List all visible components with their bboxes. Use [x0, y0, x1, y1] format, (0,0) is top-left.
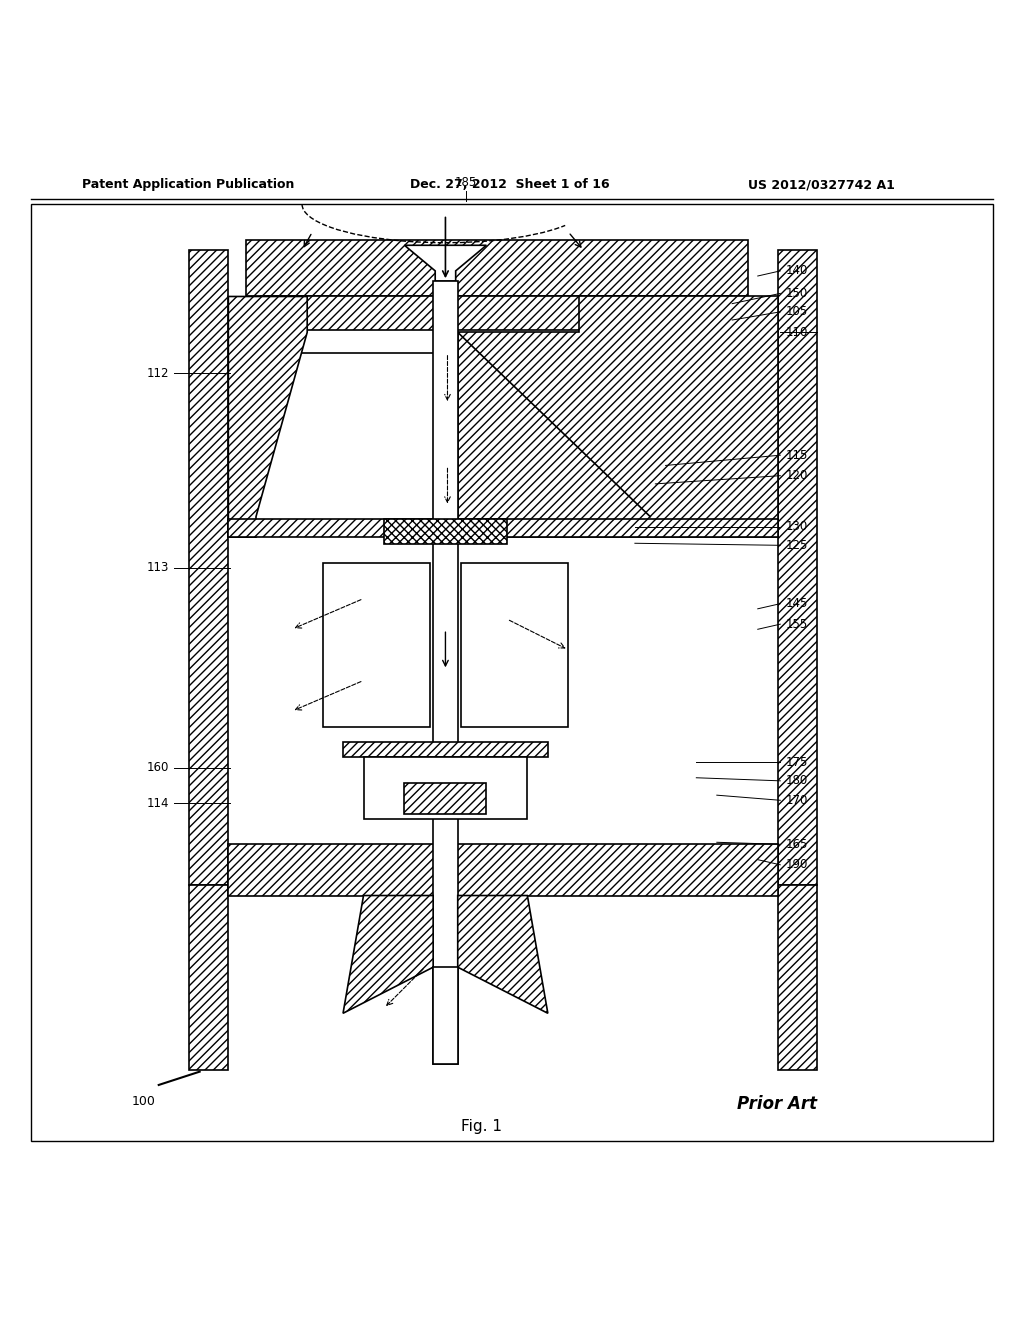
Text: 100: 100	[131, 1096, 156, 1109]
Text: Prior Art: Prior Art	[737, 1096, 817, 1113]
Bar	[228, 519, 433, 537]
Text: 140: 140	[785, 264, 808, 277]
Bar	[246, 240, 748, 297]
Text: 113: 113	[146, 561, 169, 574]
Bar	[461, 562, 568, 726]
Text: 130: 130	[785, 520, 808, 533]
Bar	[433, 968, 458, 1064]
Polygon shape	[343, 895, 433, 1014]
Bar	[189, 251, 228, 886]
Text: 185: 185	[455, 176, 477, 189]
Polygon shape	[458, 895, 548, 1014]
Text: 170: 170	[785, 793, 808, 807]
Polygon shape	[404, 246, 486, 281]
Text: 120: 120	[785, 469, 808, 482]
Text: 105: 105	[785, 305, 808, 318]
Text: Fig. 1: Fig. 1	[461, 1119, 502, 1134]
Text: Dec. 27, 2012  Sheet 1 of 16: Dec. 27, 2012 Sheet 1 of 16	[410, 178, 609, 191]
Text: Patent Application Publication: Patent Application Publication	[82, 178, 294, 191]
Bar	[323, 562, 430, 726]
Bar	[458, 519, 778, 537]
Bar	[364, 758, 527, 818]
Bar	[404, 783, 486, 813]
Text: 165: 165	[785, 838, 808, 851]
Bar	[778, 251, 817, 886]
Text: 145: 145	[785, 597, 808, 610]
Text: 175: 175	[785, 756, 808, 768]
Text: 190: 190	[785, 858, 808, 871]
Bar	[433, 281, 458, 1064]
Text: 110: 110	[785, 326, 808, 339]
Text: 115: 115	[785, 449, 808, 462]
Text: US 2012/0327742 A1: US 2012/0327742 A1	[748, 178, 894, 191]
Text: 155: 155	[785, 618, 808, 631]
Polygon shape	[458, 297, 778, 537]
Text: 150: 150	[785, 286, 808, 300]
Text: 160: 160	[146, 762, 169, 774]
Bar	[276, 330, 717, 352]
Bar	[261, 297, 732, 333]
Bar	[778, 886, 817, 1069]
Polygon shape	[228, 297, 307, 537]
Text: 125: 125	[785, 539, 808, 552]
Text: 112: 112	[146, 367, 169, 380]
Bar	[384, 519, 507, 544]
Bar	[189, 886, 228, 1069]
Bar	[343, 742, 548, 758]
Text: 180: 180	[785, 775, 808, 787]
Text: 114: 114	[146, 797, 169, 810]
Bar	[228, 845, 778, 895]
